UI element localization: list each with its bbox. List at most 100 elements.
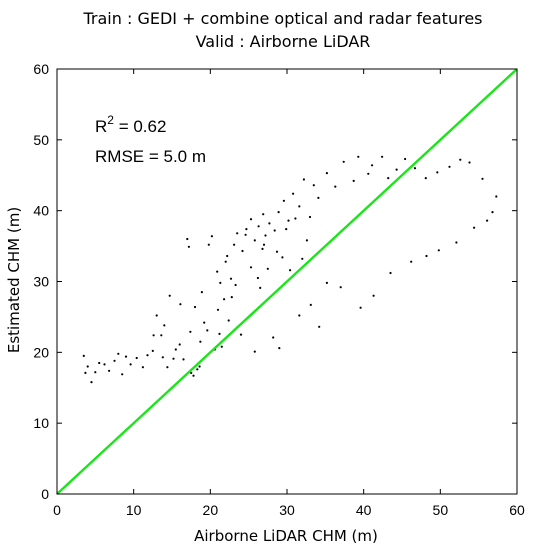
data-point: [218, 332, 221, 335]
data-point: [227, 319, 230, 322]
data-point: [486, 219, 489, 222]
data-point: [224, 260, 227, 263]
data-point: [166, 366, 169, 369]
r2-label: R: [95, 117, 107, 136]
data-point: [253, 350, 256, 353]
data-point: [425, 254, 428, 258]
data-point: [292, 192, 295, 195]
data-point: [387, 177, 390, 180]
data-point: [244, 233, 247, 236]
data-point: [199, 340, 202, 343]
data-point: [317, 196, 320, 199]
data-point: [241, 249, 244, 253]
data-point: [481, 177, 484, 180]
y-tick-label: 30: [33, 274, 49, 290]
data-point: [342, 160, 345, 163]
y-tick-label: 10: [33, 415, 49, 431]
x-tick-label: 40: [356, 502, 372, 518]
data-point: [261, 247, 264, 250]
data-point: [160, 334, 163, 337]
data-point: [257, 225, 260, 228]
data-point: [325, 281, 328, 284]
data-point: [253, 239, 256, 242]
data-point: [285, 228, 288, 231]
data-point: [193, 305, 197, 309]
data-point: [216, 308, 220, 311]
data-point: [239, 333, 243, 336]
data-point: [352, 179, 355, 182]
data-point: [155, 314, 158, 317]
data-point: [389, 271, 392, 275]
data-point: [86, 365, 89, 368]
x-axis-title: Airborne LiDAR CHM (m): [194, 527, 378, 545]
data-point: [266, 267, 269, 270]
data-point: [196, 368, 199, 371]
scatter-points: [82, 155, 498, 384]
data-point: [216, 270, 219, 273]
data-point: [198, 365, 201, 368]
data-point: [282, 199, 285, 202]
data-point: [298, 314, 301, 317]
x-tick-label: 50: [433, 502, 449, 518]
data-point: [230, 296, 233, 299]
data-point: [468, 161, 471, 164]
data-point: [192, 374, 195, 377]
data-point: [200, 291, 203, 294]
data-point: [278, 347, 281, 350]
data-point: [234, 283, 237, 287]
x-tick-label: 20: [203, 502, 219, 518]
data-point: [473, 226, 476, 229]
y-tick-label: 0: [41, 486, 49, 502]
data-point: [168, 294, 171, 297]
data-point: [281, 256, 284, 259]
data-point: [309, 303, 312, 306]
data-point: [94, 371, 97, 374]
data-point: [174, 348, 177, 351]
data-point: [289, 269, 292, 272]
data-point: [459, 158, 462, 161]
data-point: [229, 277, 233, 280]
data-point: [308, 215, 312, 219]
data-point: [273, 229, 276, 232]
data-point: [339, 286, 342, 289]
data-point: [318, 325, 321, 328]
chart-subtitle: Valid : Airborne LiDAR: [196, 32, 371, 51]
data-point: [357, 155, 360, 158]
data-point: [404, 157, 407, 161]
r2-annotation: R2 = 0.62: [95, 113, 166, 136]
data-point: [262, 213, 265, 216]
data-point: [152, 334, 155, 337]
data-point: [334, 185, 337, 188]
data-point: [163, 324, 166, 327]
y-tick-label: 50: [33, 132, 49, 148]
x-tick-label: 10: [126, 502, 142, 518]
data-point: [220, 345, 223, 348]
data-point: [381, 155, 384, 158]
data-point: [186, 237, 189, 241]
data-point: [210, 235, 213, 238]
data-point: [259, 286, 262, 289]
data-point: [223, 298, 226, 301]
data-point: [90, 381, 93, 384]
chart-title: Train : GEDI + combine optical and radar…: [82, 9, 482, 28]
data-point: [117, 352, 120, 355]
x-tick-label: 60: [509, 502, 525, 518]
data-point: [268, 222, 271, 225]
data-point: [206, 329, 209, 332]
x-tick-label: 30: [279, 502, 295, 518]
y-axis-title: Estimated CHM (m): [5, 207, 23, 353]
data-point: [249, 218, 253, 221]
data-point: [179, 303, 182, 306]
data-point: [424, 177, 427, 180]
x-tick-label: 0: [53, 502, 61, 518]
data-point: [264, 234, 267, 237]
one-to-one-line: [56, 68, 518, 495]
data-point: [203, 321, 206, 324]
data-point: [161, 356, 164, 359]
data-point: [262, 243, 266, 246]
y-tick-label: 40: [33, 203, 49, 219]
data-point: [141, 366, 144, 369]
data-point: [113, 359, 116, 362]
r2-value: = 0.62: [114, 117, 166, 136]
